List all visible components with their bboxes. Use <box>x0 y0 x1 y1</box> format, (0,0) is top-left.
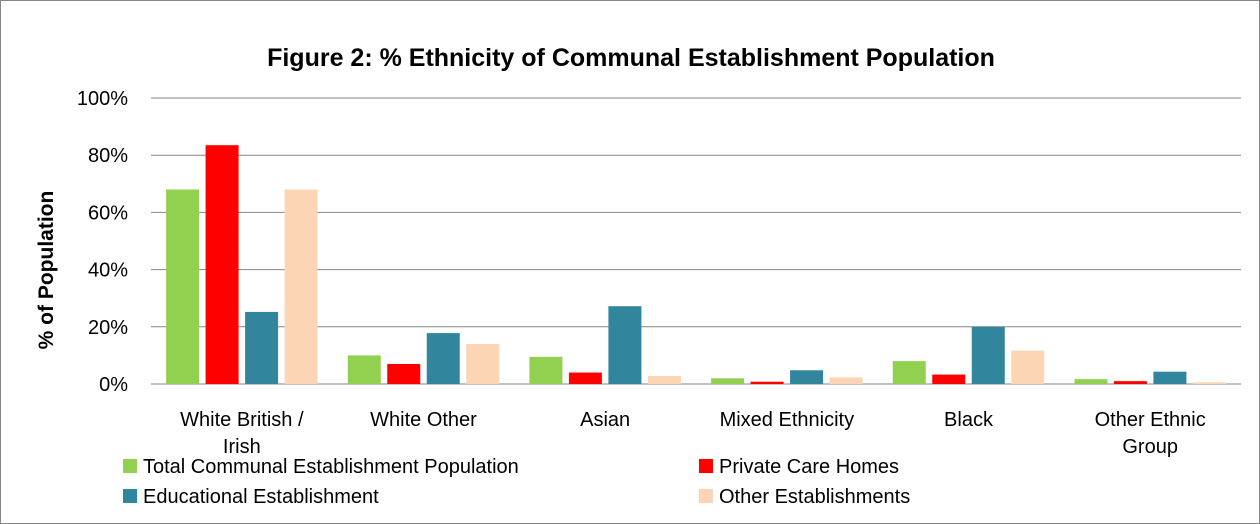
legend-swatch <box>699 489 713 503</box>
bar <box>608 306 642 384</box>
x-category-label: Other Ethnic Group <box>1095 409 1206 458</box>
y-tick-label: 0% <box>99 374 128 396</box>
legend-item: Educational Establishment <box>123 486 379 508</box>
legend: Total Communal Establishment Population P… <box>123 456 910 508</box>
bar <box>1074 379 1108 384</box>
bar <box>1153 371 1187 384</box>
bar <box>347 355 381 384</box>
x-axis-categories: White British / Irish White Other Asian Mixe… <box>180 409 1206 458</box>
bar <box>466 343 500 384</box>
gridlines <box>151 97 1241 385</box>
bar <box>529 356 563 384</box>
bar <box>892 361 926 384</box>
legend-label: Other Establishments <box>719 486 910 508</box>
x-category-label: White Other <box>370 409 477 431</box>
legend-item: Other Establishments <box>699 486 910 508</box>
bar <box>245 311 279 384</box>
bar <box>1011 350 1045 384</box>
bar <box>829 377 863 384</box>
bar <box>166 189 200 384</box>
legend-swatch <box>123 459 137 473</box>
legend-label: Private Care Homes <box>719 456 899 478</box>
chart-title: Figure 2: % Ethnicity of Communal Establ… <box>267 44 995 72</box>
bar <box>205 145 239 384</box>
legend-item: Total Communal Establishment Population <box>123 456 519 478</box>
bar <box>647 375 681 384</box>
bars <box>166 145 1226 384</box>
y-tick-label: 40% <box>88 260 128 282</box>
bar <box>284 189 318 384</box>
y-tick-label: 100% <box>77 88 128 110</box>
legend-item: Private Care Homes <box>699 456 899 478</box>
bar <box>1113 381 1147 384</box>
y-axis-ticks: 0% 20% 40% 60% 80% 100% <box>77 88 128 396</box>
legend-label: Educational Establishment <box>143 486 379 508</box>
x-category-label: Black <box>944 409 994 431</box>
y-axis-label: % of Population <box>35 191 58 350</box>
x-category-label: Asian <box>580 409 630 431</box>
bar <box>932 374 966 384</box>
y-tick-label: 80% <box>88 145 128 167</box>
bar <box>568 372 602 384</box>
y-tick-label: 20% <box>88 317 128 339</box>
legend-label: Total Communal Establishment Population <box>143 456 519 478</box>
legend-swatch <box>699 459 713 473</box>
bar <box>1192 382 1226 384</box>
legend-swatch <box>123 489 137 503</box>
bar <box>387 363 421 384</box>
y-tick-label: 60% <box>88 202 128 224</box>
bar <box>790 370 824 384</box>
x-category-label: White British / Irish <box>180 409 304 458</box>
bar <box>750 381 784 384</box>
x-category-label: Mixed Ethnicity <box>720 409 855 431</box>
bar <box>971 326 1005 384</box>
bar <box>426 333 460 384</box>
bar <box>711 378 745 384</box>
